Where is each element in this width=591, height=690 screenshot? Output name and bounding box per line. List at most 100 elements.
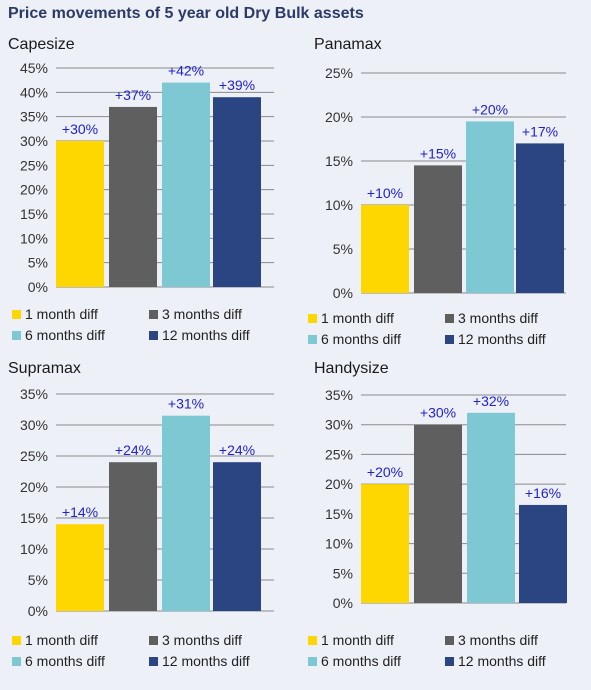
legend-swatch [308,656,317,666]
y-tick-label: 5% [28,572,48,588]
bar [162,82,210,287]
bar [162,415,210,611]
legend-swatch [149,635,158,645]
legend-item: 12 months diff [149,653,250,669]
legend-swatch [308,313,317,323]
legend-item: 6 months diff [12,327,105,343]
legend-swatch [149,330,158,340]
y-tick-label: 0% [333,285,353,301]
bar [519,504,567,603]
legend-item: 3 months diff [149,632,242,648]
legend-label: 6 months diff [321,653,401,669]
legend-label: 6 months diff [321,331,401,347]
chart-panel-handysize: Handysize 0% 5% 10% 15% 20% 25% 30% 35% +20% +30%… [304,360,591,690]
y-tick-label: 25% [20,448,48,464]
y-tick-label: 30% [20,133,48,149]
y-tick-label: 0% [28,603,48,619]
y-tick-label: 45% [20,60,48,76]
bar [466,121,514,294]
chart-panel-supramax: Supramax 0% 5% 10% 15% 20% 25% 30% 35% +14% +24% +… [8,360,303,690]
bar [109,106,157,287]
chart-title: Handysize [314,360,389,377]
y-tick-label: 20% [325,109,353,125]
data-label: +30% [420,405,456,421]
data-label: +17% [522,123,558,139]
legend-label: 1 month diff [321,310,394,326]
legend-swatch [12,309,21,319]
y-tick-label: 0% [333,595,353,611]
y-tick-label: 5% [333,241,353,257]
y-tick-label: 10% [325,197,353,213]
legend-swatch [308,635,317,645]
y-tick-label: 15% [325,506,353,522]
y-tick-label: 0% [28,279,48,295]
bar [213,97,261,287]
legend-label: 6 months diff [25,653,105,669]
y-tick-label: 35% [325,387,353,403]
legend-item: 1 month diff [12,306,98,322]
y-tick-label: 15% [325,153,353,169]
y-tick-label: 5% [333,565,353,581]
y-tick-label: 35% [20,386,48,402]
data-label: +31% [168,396,204,412]
main-title: Price movements of 5 year old Dry Bulk a… [8,5,364,22]
legend-item: 12 months diff [445,331,546,347]
data-label: +20% [472,101,508,117]
y-tick-label: 25% [20,157,48,173]
legend-item: 1 month diff [12,632,98,648]
bar [516,143,564,293]
bar [56,524,104,611]
legend-label: 6 months diff [25,327,105,343]
chart-plot: 0% 5% 10% 15% 20% 25% +10% +15% +20% +17% [325,65,566,301]
legend-item: 6 months diff [308,331,401,347]
legend-swatch [308,334,317,344]
y-tick-label: 10% [325,536,353,552]
legend-swatch [445,313,454,323]
bar [56,141,104,287]
chart-plot: 0% 5% 10% 15% 20% 25% 30% 35% +14% +24% +31% +24% [20,386,274,619]
y-tick-label: 10% [20,230,48,246]
y-tick-label: 30% [20,417,48,433]
data-label: +20% [367,464,403,480]
legend-label: 3 months diff [458,310,538,326]
data-label: +37% [115,87,151,103]
y-tick-label: 35% [20,109,48,125]
y-tick-label: 5% [28,255,48,271]
y-tick-label: 25% [325,65,353,81]
legend-swatch [149,309,158,319]
bar [467,412,515,603]
chart-plot: 0% 5% 10% 15% 20% 25% 30% 35% 40% 45% +30% +37% +42%… [20,60,274,295]
chart-title: Panamax [314,36,382,53]
chart-title: Capesize [8,36,75,53]
legend-item: 1 month diff [308,310,394,326]
chart-plot: 0% 5% 10% 15% 20% 25% 30% 35% +20% +30% +32% +16% [325,387,567,611]
legend-label: 12 months diff [162,653,250,669]
y-tick-label: 30% [325,417,353,433]
legend-item: 3 months diff [149,306,242,322]
y-tick-label: 20% [325,476,353,492]
legend-label: 3 months diff [458,632,538,648]
bar [213,462,261,611]
y-tick-label: 15% [20,206,48,222]
bar [361,205,409,293]
legend-item: 12 months diff [149,327,250,343]
data-label: +24% [115,442,151,458]
legend-label: 1 month diff [25,306,98,322]
legend-label: 3 months diff [162,306,242,322]
y-tick-label: 10% [20,541,48,557]
legend-item: 3 months diff [445,310,538,326]
data-label: +32% [473,393,509,409]
legend-swatch [12,656,21,666]
legend-swatch [445,334,454,344]
legend-label: 12 months diff [458,331,546,347]
chart-title: Supramax [8,360,81,377]
legend-item: 1 month diff [308,632,394,648]
data-label: +10% [367,185,403,201]
legend-label: 12 months diff [458,653,546,669]
legend-item: 3 months diff [445,632,538,648]
legend-swatch [445,635,454,645]
legend-swatch [149,656,158,666]
data-label: +16% [525,485,561,501]
legend-label: 12 months diff [162,327,250,343]
y-tick-label: 20% [20,182,48,198]
